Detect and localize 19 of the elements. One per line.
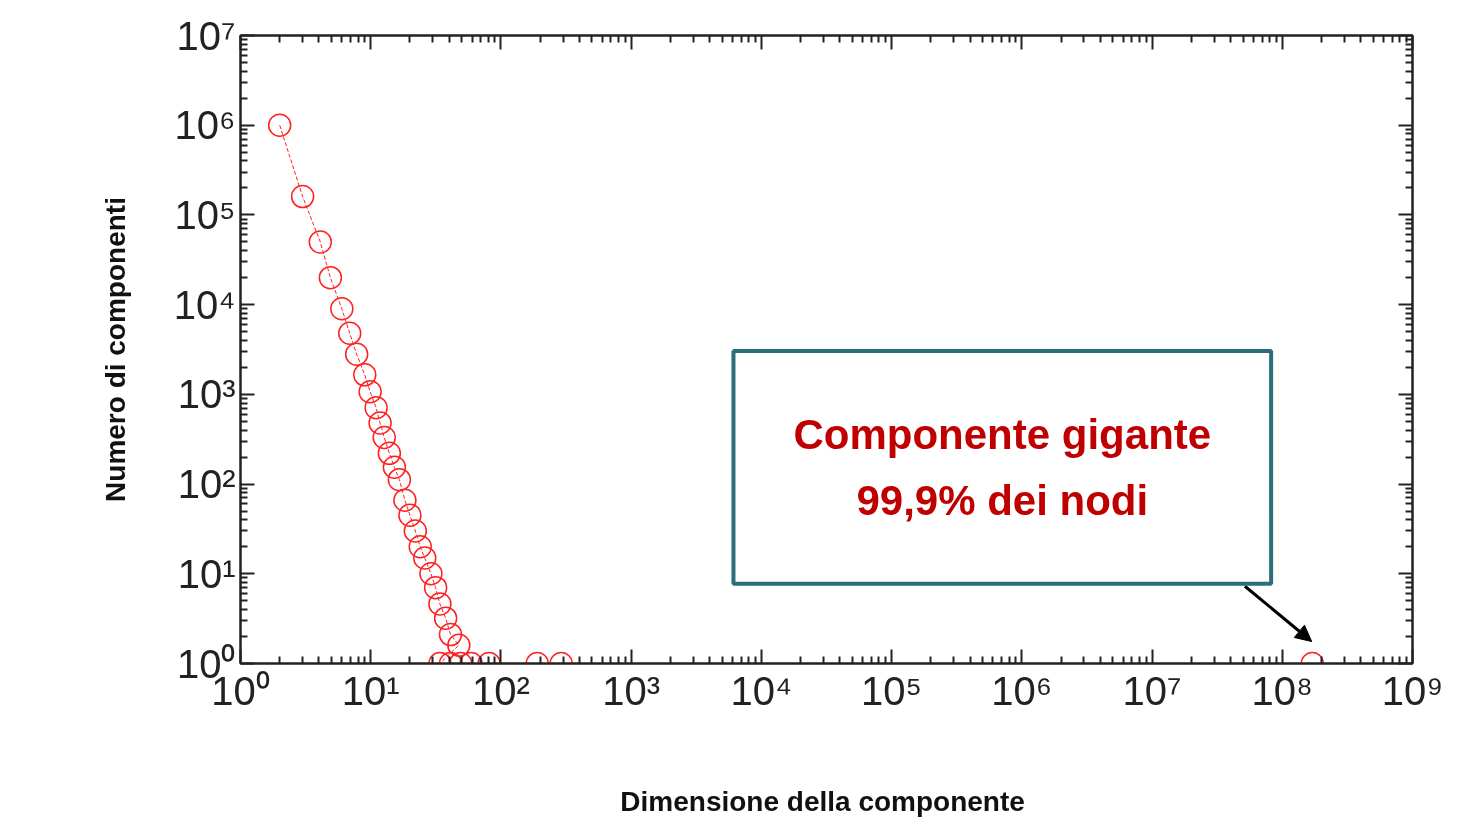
x-tick-label: 10⁹ — [1381, 668, 1444, 713]
x-tick-label: 10⁶ — [991, 668, 1053, 713]
y-tick-label: 10⁵ — [174, 192, 236, 237]
x-tick-label: 10⁷ — [1122, 668, 1182, 713]
x-tick-label: 10⁸ — [1251, 668, 1313, 713]
x-tick-label: 10² — [472, 668, 530, 713]
x-axis-title: Dimensione della componente — [620, 785, 1025, 817]
y-axis-title: Numero di componenti — [99, 197, 131, 502]
y-tick-label: 10¹ — [177, 551, 236, 596]
x-tick-label: 10⁴ — [730, 668, 793, 713]
y-tick-label: 10⁴ — [173, 282, 236, 327]
x-tick-label: 10¹ — [341, 668, 400, 713]
x-tick-label: 10³ — [602, 668, 661, 713]
annotation: Componente gigante 99,9% dei nodi — [793, 410, 1212, 524]
x-tick-label: 10⁵ — [861, 668, 923, 713]
y-tick-label: 10² — [177, 462, 236, 507]
y-tick-label: 10⁷ — [176, 13, 236, 58]
y-tick-label: 10⁶ — [174, 103, 236, 148]
y-tick-label: 10³ — [177, 372, 236, 417]
